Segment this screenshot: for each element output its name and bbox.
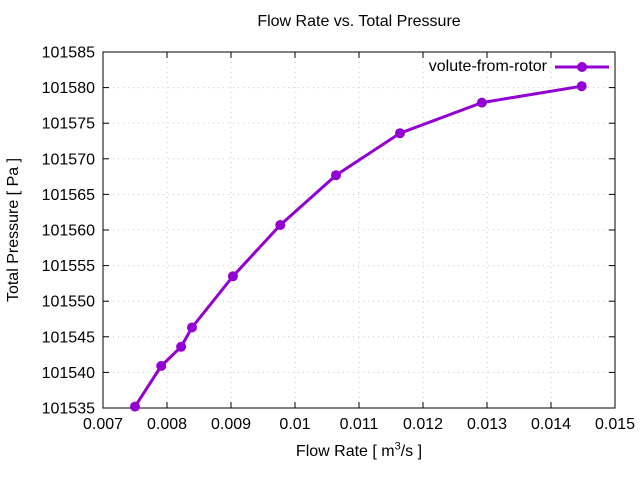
x-tick-label: 0.007	[83, 416, 123, 433]
y-tick-label: 101540	[42, 365, 95, 382]
y-tick-label: 101550	[42, 294, 95, 311]
y-tick-label: 101570	[42, 151, 95, 168]
series-point	[187, 322, 197, 333]
x-tick-label: 0.014	[531, 416, 571, 433]
x-tick-label: 0.013	[467, 416, 507, 433]
y-tick-label: 101575	[42, 116, 95, 133]
x-axis-label-superscript: 3	[394, 440, 401, 453]
legend-series-label: volute-from-rotor	[428, 58, 547, 75]
series-point	[227, 271, 238, 282]
y-tick-label: 101545	[42, 329, 95, 346]
x-tick-label: 0.008	[147, 416, 187, 433]
series-point	[156, 361, 167, 371]
series-point	[576, 81, 587, 92]
series-point	[395, 128, 405, 139]
y-tick-label: 101585	[42, 45, 95, 62]
y-tick-label: 101555	[42, 258, 95, 275]
y-tick-label: 101535	[42, 401, 95, 418]
y-tick-label: 101580	[42, 80, 95, 97]
series-point	[275, 220, 286, 230]
chart-title: Flow Rate vs. Total Pressure	[257, 13, 461, 30]
series-line	[133, 84, 584, 409]
y-tick-label: 101560	[42, 223, 95, 240]
series-point	[176, 341, 187, 352]
series-point	[476, 97, 487, 108]
x-tick-label: 0.015	[595, 416, 635, 433]
legend: volute-from-rotor	[429, 58, 610, 76]
x-tick-label: 0.009	[211, 416, 251, 433]
x-axis-label-prefix: Flow Rate [ m	[295, 443, 395, 460]
series-point	[130, 401, 140, 412]
y-tick-label: 101565	[42, 187, 95, 204]
series-point	[331, 170, 341, 181]
x-axis-label: Flow Rate [ m3/s ]	[103, 440, 615, 461]
y-axis-label: Total Pressure [ Pa ]	[5, 157, 22, 303]
x-tick-label: 0.011	[340, 416, 379, 433]
legend-sample-line-icon	[555, 62, 609, 72]
x-axis-label-suffix: /s ]	[400, 443, 423, 460]
x-tick-label: 0.012	[403, 416, 443, 433]
x-tick-label: 0.01	[279, 416, 310, 433]
